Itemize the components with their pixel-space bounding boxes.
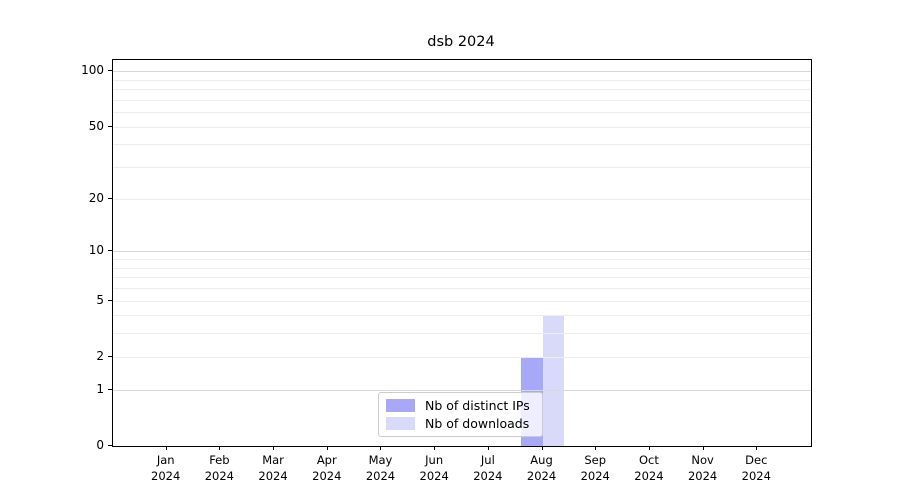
gridline-minor [113, 99, 811, 101]
x-tick-label: Jun 2024 [419, 453, 449, 483]
gridline-minor [113, 144, 811, 146]
x-tick-label: Aug 2024 [526, 453, 557, 483]
x-tick-mark [219, 446, 221, 450]
y-tick-mark [108, 355, 112, 357]
y-tick-label: 1 [96, 381, 104, 396]
x-tick-label: Dec 2024 [741, 453, 771, 483]
x-tick-mark [326, 446, 328, 450]
x-tick-mark [487, 446, 489, 450]
legend-swatch-distinct-ips [386, 399, 415, 412]
gridline-minor [113, 112, 811, 114]
x-tick-label: Jul 2024 [473, 453, 503, 483]
x-tick-mark [165, 446, 167, 450]
gridline-major [113, 251, 811, 253]
gridline-minor [113, 315, 811, 317]
x-tick-label: Nov 2024 [687, 453, 718, 483]
x-tick-label: Mar 2024 [258, 453, 288, 483]
legend-item-distinct-ips: Nb of distinct IPs [386, 398, 534, 413]
gridline-major [113, 389, 811, 391]
y-tick-mark [108, 299, 112, 301]
gridline-minor [113, 89, 811, 91]
gridline-major [113, 71, 811, 73]
y-tick-label: 0 [96, 438, 104, 452]
gridline-minor [113, 267, 811, 269]
legend-label-distinct-ips: Nb of distinct IPs [425, 398, 530, 413]
x-tick-mark [702, 446, 704, 450]
x-tick-label: Apr 2024 [312, 453, 342, 483]
x-tick-mark [434, 446, 436, 450]
x-tick-label: May 2024 [365, 453, 396, 483]
bar-nb-of-downloads [542, 315, 565, 446]
plot-area [112, 59, 812, 447]
gridline-minor [113, 198, 811, 200]
gridline-minor [113, 356, 811, 358]
gridline-minor [113, 277, 811, 279]
y-tick-label: 5 [96, 292, 104, 307]
gridline-minor [113, 167, 811, 169]
gridline-minor [113, 333, 811, 335]
x-tick-mark [648, 446, 650, 450]
y-tick-label: 20 [88, 190, 104, 205]
x-tick-mark [541, 446, 543, 450]
y-tick-mark [108, 388, 112, 390]
y-tick-label: 10 [88, 243, 104, 258]
x-tick-label: Oct 2024 [634, 453, 664, 483]
y-tick-label: 50 [88, 118, 104, 133]
y-tick-label: 2 [96, 348, 104, 363]
chart-title: dsb 2024 [427, 34, 495, 50]
x-tick-mark [595, 446, 597, 450]
legend: Nb of distinct IPs Nb of downloads [378, 392, 543, 437]
y-tick-mark [108, 250, 112, 252]
legend-swatch-downloads [386, 417, 415, 430]
y-tick-mark [108, 125, 112, 127]
y-tick-mark [108, 197, 112, 199]
legend-label-downloads: Nb of downloads [425, 416, 530, 431]
y-tick-label: 100 [81, 63, 104, 78]
y-tick-mark [108, 70, 112, 72]
x-tick-mark [380, 446, 382, 450]
gridline-minor [113, 287, 811, 289]
legend-item-downloads: Nb of downloads [386, 416, 534, 431]
x-tick-label: Sep 2024 [580, 453, 610, 483]
gridline-minor [113, 79, 811, 81]
y-tick-mark [108, 445, 112, 446]
gridline-minor [113, 300, 811, 302]
gridline-minor [113, 259, 811, 261]
x-tick-mark [756, 446, 758, 450]
x-tick-mark [273, 446, 275, 450]
gridline-minor [113, 126, 811, 128]
x-tick-label: Feb 2024 [204, 453, 235, 483]
x-tick-label: Jan 2024 [151, 453, 181, 483]
